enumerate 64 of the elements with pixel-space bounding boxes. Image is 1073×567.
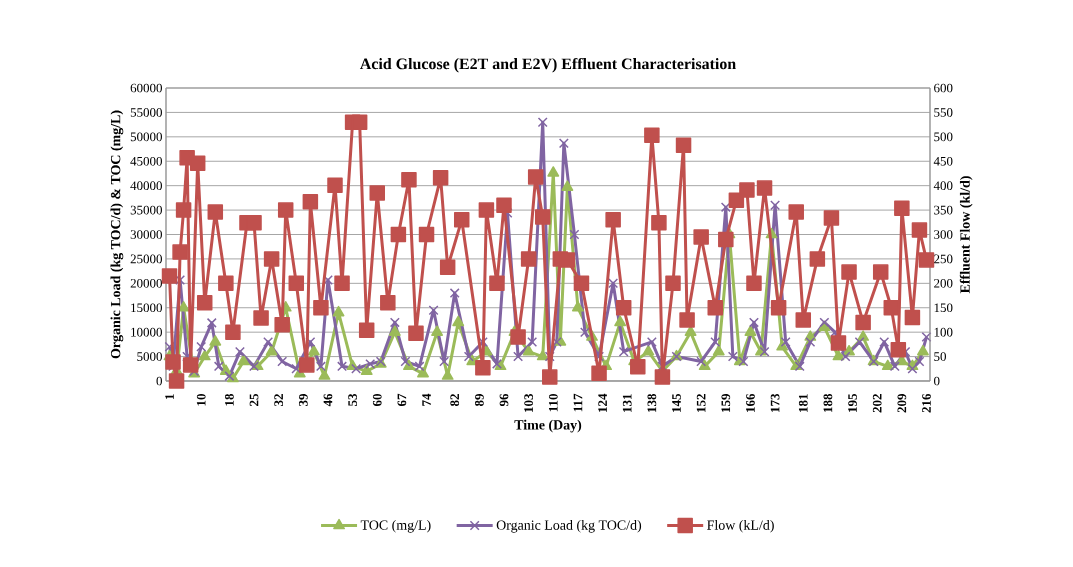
- x-tick-label: 216: [922, 393, 931, 413]
- y2-tick-label: 300: [934, 230, 953, 239]
- x-tick-label: 25: [249, 393, 259, 406]
- y2-tick-label: 350: [934, 205, 953, 215]
- x-tick-label: 67: [397, 393, 407, 407]
- y2-tick-label: 450: [933, 156, 953, 166]
- x-tick-label: 46: [323, 393, 333, 407]
- x-tick-label: 181: [798, 394, 808, 412]
- y2-tick-label: 50: [934, 352, 946, 361]
- x-tick-label: 10: [196, 394, 206, 406]
- legend-label: Flow (kL/d): [707, 519, 774, 533]
- y-tick-label: 0: [156, 376, 162, 386]
- x-tick-label: 173: [770, 393, 780, 412]
- y-tick-label: 25000: [130, 254, 162, 264]
- y2-tick-label: 0: [934, 376, 940, 386]
- x-tick-label: 53: [348, 393, 357, 406]
- y-tick-label: 55000: [130, 108, 162, 117]
- x-tick-label: 195: [848, 393, 857, 412]
- x-axis-title: Time (Day): [514, 419, 582, 433]
- x-tick-label: 60: [372, 394, 382, 407]
- x-tick-label: 18: [225, 393, 234, 406]
- y2-tick-label: 100: [934, 327, 953, 337]
- x-tick-label: 138: [647, 393, 657, 412]
- x-tick-label: 202: [872, 394, 882, 413]
- x-tick-label: 124: [598, 393, 607, 412]
- x-tick-label: 39: [298, 393, 308, 406]
- x-tick-label: 89: [474, 393, 484, 407]
- y-tick-label: 40000: [130, 181, 162, 191]
- x-tick-label: 110: [548, 394, 558, 412]
- y2-tick-label: 600: [934, 83, 953, 93]
- x-tick-label: 117: [573, 393, 583, 412]
- y-tick-label: 20000: [130, 278, 162, 288]
- y-tick-label: 50000: [130, 132, 162, 142]
- y-tick-label: 35000: [130, 205, 162, 215]
- y2-tick-label: 550: [934, 108, 953, 117]
- y-tick-label: 45000: [130, 156, 162, 166]
- y2-tick-label: 150: [934, 303, 953, 313]
- chart-title: Acid Glucose (E2T and E2V) Effluent Characterisation: [359, 57, 736, 73]
- x-tick-label: 166: [746, 393, 755, 412]
- y-tick-label: 30000: [130, 230, 162, 239]
- x-tick-label: 82: [450, 394, 460, 407]
- y-tick-label: 15000: [131, 303, 162, 313]
- y-axis-title: Organic Load (kg TOC/d) & TOC (mg/L): [110, 110, 124, 359]
- y2-axis-title: Effluent Flow (kl/d): [959, 176, 973, 294]
- y-tick-label: 10000: [131, 327, 162, 337]
- y-tick-label: 60000: [130, 83, 162, 93]
- x-tick-label: 159: [721, 393, 731, 412]
- x-tick-label: 74: [422, 393, 431, 406]
- legend-label: TOC (mg/L): [360, 519, 431, 533]
- y2-tick-label: 200: [934, 278, 953, 288]
- y2-tick-label: 400: [933, 181, 953, 191]
- y2-tick-label: 500: [934, 132, 953, 142]
- legend-label: Organic Load (kg TOC/d): [496, 519, 642, 533]
- x-tick-label: 188: [823, 393, 833, 412]
- x-tick-label: 131: [622, 394, 632, 412]
- x-tick-label: 152: [696, 394, 706, 412]
- x-tick-label: 209: [897, 393, 907, 413]
- y2-tick-label: 250: [934, 254, 953, 264]
- y-tick-label: 5000: [137, 352, 162, 361]
- x-tick-label: 32: [274, 394, 284, 406]
- x-tick-label: 1: [165, 394, 174, 399]
- x-tick-label: 96: [499, 393, 509, 407]
- x-tick-label: 145: [672, 393, 681, 412]
- x-tick-label: 103: [524, 393, 534, 412]
